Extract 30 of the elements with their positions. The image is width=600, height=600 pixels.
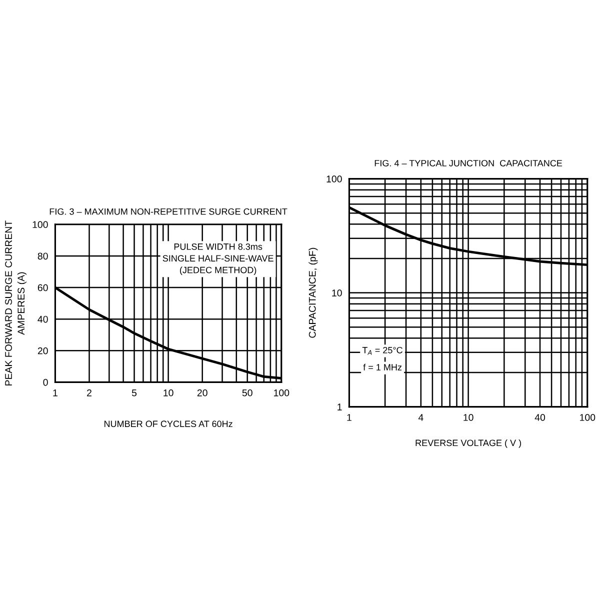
y-tick-label: 0 [43,378,48,386]
x-tick-label: 4 [418,414,424,421]
annotation: f = 1 MHz [363,364,402,370]
y-tick-label: 80 [38,252,48,260]
y-tick-label: 100 [326,176,342,182]
y-axis-title: CAPACITANCE, (pF) [308,248,318,338]
x-axis-title: NUMBER OF CYCLES AT 60Hz [104,420,232,428]
y-tick-label: 100 [32,221,48,228]
y-axis-title: PEAK FORWARD SURGE CURRENT AMPERES (A) [5,220,26,386]
y-tick-label: 10 [332,290,342,296]
chart-title: FIG. 3 – MAXIMUM NON-REPETITIVE SURGE CURRENT [50,208,288,215]
x-tick-label: 10 [164,389,174,396]
x-tick-label: 10 [464,414,474,421]
y-tick-label: 60 [38,284,48,292]
x-tick-label: 100 [580,414,596,421]
x-tick-label: 100 [274,389,290,396]
x-tick-label: 50 [242,389,252,396]
y-tick-label: 1 [338,404,342,410]
x-tick-label: 2 [87,389,92,396]
x-tick-label: 5 [132,390,137,396]
annotation: T$_{A}$ = 25°C [362,346,402,355]
y-tick-label: 40 [38,316,48,323]
x-tick-label: 20 [197,389,208,396]
annotation: PULSE WIDTH 8.3ms SINGLE HALF-SINE-WAVE (JEDEC METHOD) [162,243,274,276]
x-tick-label: 1 [347,414,352,421]
x-axis-title: REVERSE VOLTAGE ( V ) [416,439,521,448]
y-tick-label: 20 [38,347,48,354]
x-tick-label: 40 [534,414,546,421]
x-tick-label: 1 [53,390,58,396]
chart-title: FIG. 4 – TYPICAL JUNCTION CAPACITANCE [374,160,562,166]
